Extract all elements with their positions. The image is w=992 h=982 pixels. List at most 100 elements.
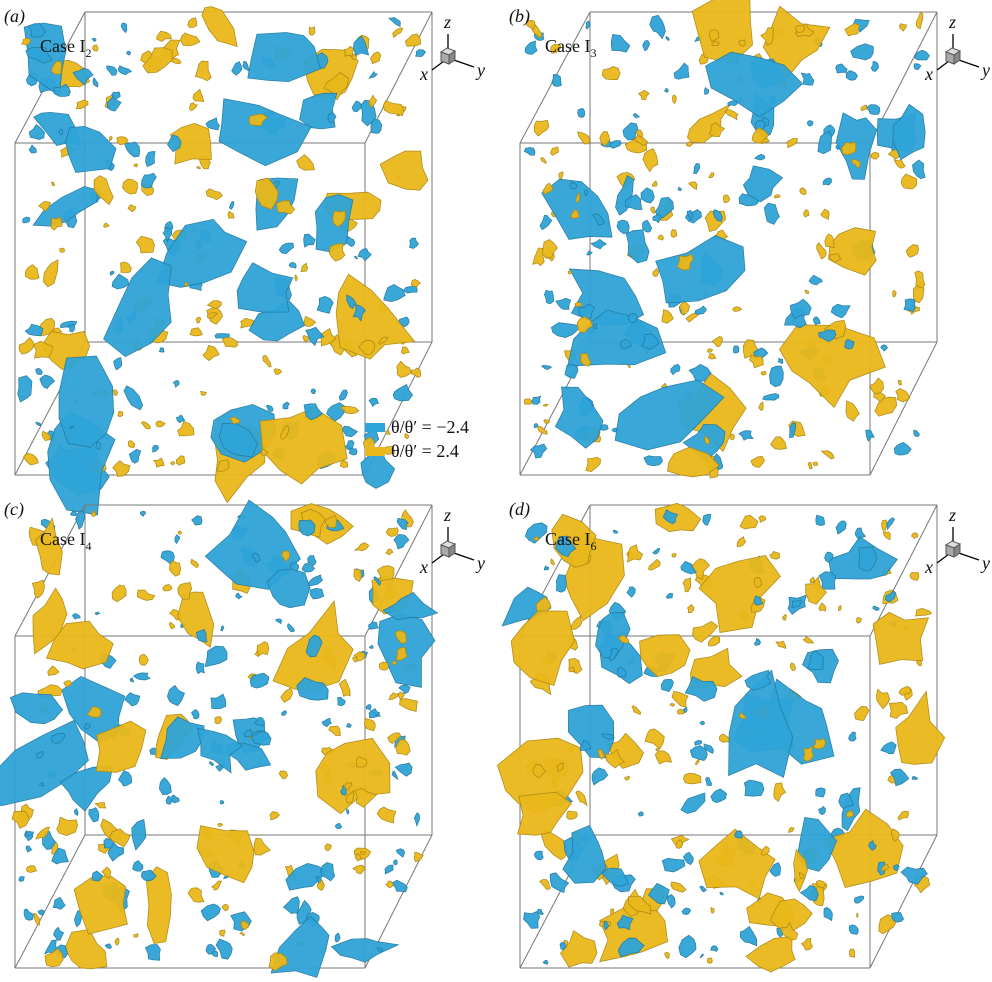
isosurface-blob [392,661,396,665]
isosurface-blob [578,109,585,118]
isosurface-blob [19,338,34,355]
isosurface-blob [139,654,148,665]
isosurface-blob [414,813,419,826]
isosurface-blob [188,888,204,902]
isosurface-blob [270,812,279,820]
isosurface-blob [65,929,107,969]
isosurface-blob [123,179,138,194]
isosurface-blob [209,762,213,766]
isosurface-blob [700,721,705,725]
isosurface-blob [232,62,242,76]
isosurface-blob [395,763,412,776]
isosurface-blob [556,575,566,593]
isosurface-blob [534,851,543,860]
isosurface-blob [369,72,377,79]
isosurface-blob [297,155,315,171]
isosurface-blob [95,803,105,808]
isosurface-blob [386,528,398,537]
isosurface-blob [683,773,701,784]
isosurface-blob [906,245,918,258]
isosurface-blob [237,263,293,312]
isosurface-blob [627,587,635,597]
isosurface-blob [836,521,846,534]
isosurface-blob [916,608,932,616]
isosurface-blob [542,365,552,369]
isosurface-blob [893,104,925,159]
isosurface-blob [556,298,571,309]
isosurface-blob [156,421,165,427]
isosurface-blob [578,132,590,144]
isosurface-blob [687,104,730,143]
isosurface-blob [159,778,171,795]
isosurface-blob [192,516,202,525]
isosurface-blob [831,304,850,318]
isosurface-blob [137,590,155,601]
isosurface-blob [118,66,131,75]
panel: (b)Case I3zxy [509,0,990,478]
isosurface-blob [740,927,756,946]
axis-label-y: y [980,60,990,80]
isosurface-blob [355,256,358,259]
isosurface-blob [683,708,687,713]
case-text: Case I [545,36,590,56]
isosurface-blob [790,299,811,319]
isosurface-blob [134,164,137,167]
legend-swatch [365,423,385,432]
isosurface-blob [412,368,421,377]
isosurface-blob [128,441,135,448]
isosurface-blob [386,549,393,555]
isosurface-blob [172,795,180,803]
isosurface-blob [819,603,826,611]
isosurface-blob [894,443,911,456]
isosurface-blob [229,201,234,209]
isosurface-blob [347,237,355,247]
isosurface-blob [744,780,764,796]
isosurface-blob [383,101,403,116]
isosurface-blob [627,545,642,562]
isosurface-blob [534,537,539,540]
isosurface-blob [561,931,598,967]
panel-label: (a) [4,6,25,27]
isosurface-blob [349,448,357,455]
isosurface-blob [846,71,857,81]
isosurface-blob [808,121,814,127]
isosurface-blob [783,615,787,621]
isosurface-blob [274,369,282,375]
isosurface-blob [759,402,764,411]
isosurface-blob [877,689,890,708]
axis-label-z: z [443,505,451,525]
isosurface-blob [36,422,41,426]
isosurface-blob [740,515,758,529]
isosurface-blob [638,812,643,817]
isosurface-blob [220,801,224,804]
isosurface-blob [774,195,780,198]
isosurface-blob [205,646,227,667]
isosurface-blob [341,461,348,468]
isosurface-blob [394,534,409,549]
isosurface-blob [243,62,250,72]
isosurface-blob [544,290,553,304]
isosurface-blob [846,401,859,421]
isosurface-blob [124,142,139,157]
isosurface-blob [904,299,915,312]
isosurface-blob [649,559,660,570]
isosurface-blob [632,706,641,715]
case-subscript: 2 [85,46,91,60]
isosurface-blob [883,532,890,540]
isosurface-blob [696,759,700,765]
isosurface-blob [114,358,122,370]
isosurface-blob [411,279,420,287]
isosurface-blob [813,739,825,749]
isosurface-blob [662,310,673,324]
isosurface-blob [653,268,659,276]
isosurface-blob [776,641,786,648]
isosurface-blob [575,302,582,306]
isosurface-blob [666,37,669,41]
isosurface-blob [836,64,848,73]
isosurface-blob [112,585,126,602]
isosurface-blob [299,520,315,536]
isosurface-blob [819,572,836,590]
isosurface-blob [916,12,923,29]
isosurfaces [498,503,945,972]
isosurface-blob [761,28,774,45]
